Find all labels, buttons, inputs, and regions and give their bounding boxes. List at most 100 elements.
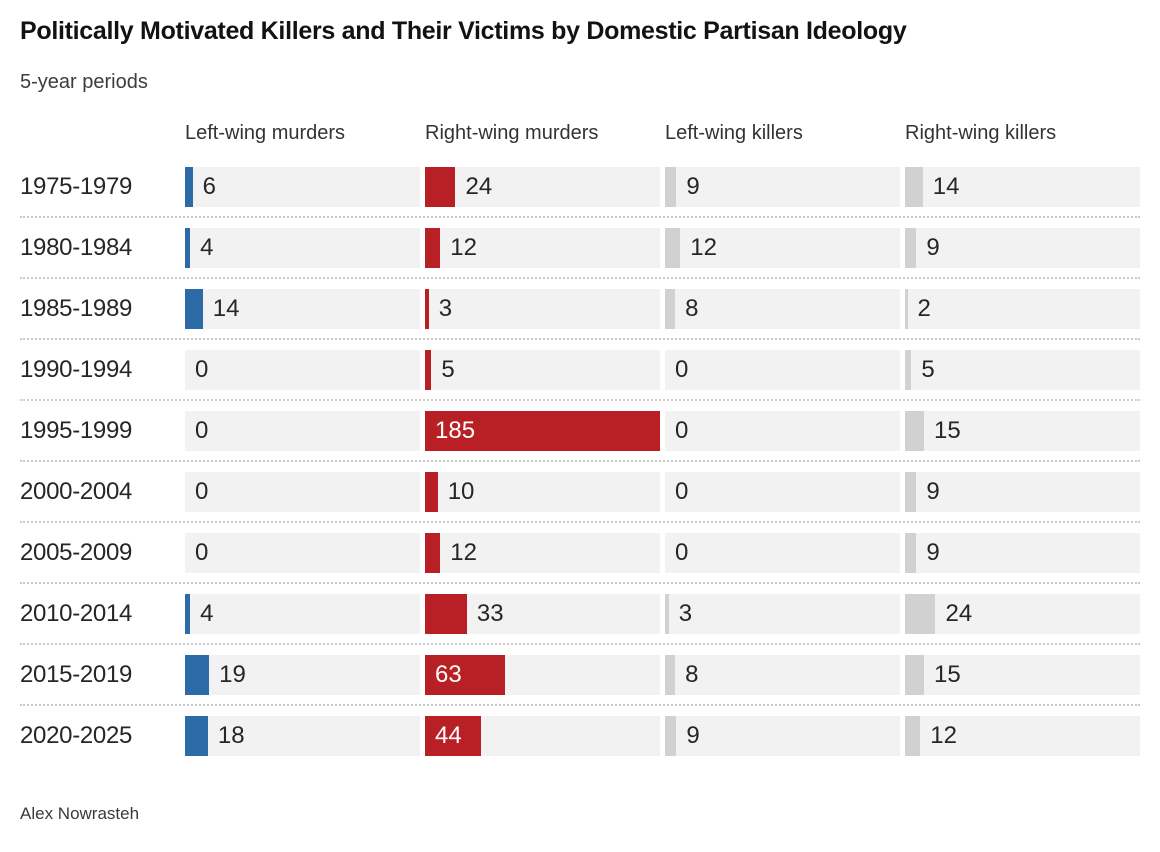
bar-value-label: 12	[450, 234, 477, 261]
bar-track-left-wing-killers: 0	[665, 472, 900, 512]
row-label: 2005-2009	[20, 539, 133, 566]
table-row: 2020-2025 18 44 9 12	[20, 716, 1140, 756]
bar-track-left-wing-killers: 8	[665, 655, 900, 695]
bar-track-left-wing-murders: 0	[185, 350, 420, 390]
bar-left-wing-murders	[185, 655, 210, 695]
row-label: 1995-1999	[20, 417, 133, 444]
bar-track-right-wing-killers: 5	[905, 350, 1140, 390]
bar-track-left-wing-murders: 0	[185, 411, 420, 451]
bar-value-label: 0	[675, 417, 689, 444]
row-separator	[20, 207, 1140, 228]
bar-left-wing-killers	[665, 594, 669, 634]
bar-value-label: 5	[441, 356, 455, 383]
bar-right-wing-murders	[425, 167, 456, 207]
bar-right-wing-killers	[905, 350, 912, 390]
chart-rows: 1975-1979 6 24 9 14 1980-1984 4 12 12 9 1985-1989 1…	[20, 167, 1140, 756]
bar-right-wing-killers	[905, 655, 925, 695]
bar-right-wing-killers	[905, 411, 925, 451]
bar-track-left-wing-killers: 0	[665, 411, 900, 451]
bar-track-right-wing-murders: 12	[425, 533, 660, 573]
table-row: 1985-1989 14 3 8 2	[20, 289, 1140, 329]
bar-right-wing-killers	[905, 289, 908, 329]
chart-subtitle: 5-year periods	[20, 71, 148, 93]
table-row: 2000-2004 0 10 0 9	[20, 472, 1140, 512]
table-row: 2015-2019 19 63 8 15	[20, 655, 1140, 695]
chart-container: Politically Motivated Killers and Their …	[0, 0, 1160, 824]
bar-left-wing-killers	[665, 228, 681, 268]
bar-left-wing-murders	[185, 289, 203, 329]
bar-track-left-wing-murders: 0	[185, 533, 420, 573]
bar-track-left-wing-killers: 8	[665, 289, 900, 329]
bar-value-label: 8	[685, 295, 699, 322]
bar-value-label: 3	[438, 295, 453, 322]
bar-value-label: 10	[447, 478, 475, 505]
bar-right-wing-murders	[425, 533, 441, 573]
col-header-right-wing-murders: Right-wing murders	[425, 122, 599, 144]
bar-value-label: 3	[678, 600, 693, 627]
bar-value-label: 63	[435, 661, 462, 688]
bar-value-label: 0	[195, 417, 209, 444]
row-label: 2015-2019	[20, 661, 133, 688]
bar-track-right-wing-murders: 63	[425, 655, 660, 695]
table-row: 1995-1999 0 185 0 15	[20, 411, 1140, 451]
bar-left-wing-killers	[665, 655, 676, 695]
bar-track-right-wing-murders: 12	[425, 228, 660, 268]
bar-value-label: 0	[195, 539, 209, 566]
col-header-left-wing-murders: Left-wing murders	[185, 122, 346, 144]
row-label: 1975-1979	[20, 173, 133, 200]
bar-right-wing-murders	[425, 411, 660, 451]
bar-track-right-wing-killers: 15	[905, 655, 1140, 695]
bar-track-right-wing-murders: 33	[425, 594, 660, 634]
bar-value-label: 44	[435, 722, 462, 749]
bar-right-wing-killers	[905, 716, 921, 756]
col-header-left-wing-killers: Left-wing killers	[665, 122, 803, 144]
bar-track-right-wing-killers: 14	[905, 167, 1140, 207]
table-row: 2005-2009 0 12 0 9	[20, 533, 1140, 573]
bar-left-wing-murders	[185, 228, 191, 268]
table-row: 2010-2014 4 33 3 24	[20, 594, 1140, 634]
table-row: 1980-1984 4 12 12 9	[20, 228, 1140, 268]
bar-value-label: 24	[465, 173, 493, 200]
bar-value-label: 4	[200, 234, 214, 261]
table-row: 1990-1994 0 5 0 5	[20, 350, 1140, 390]
bar-value-label: 9	[686, 722, 700, 749]
row-separator	[20, 390, 1140, 411]
bar-track-left-wing-murders: 4	[185, 594, 420, 634]
row-separator	[20, 268, 1140, 289]
bar-value-label: 0	[675, 478, 689, 505]
bar-value-label: 2	[917, 295, 931, 322]
bar-value-label: 0	[675, 356, 689, 383]
bar-value-label: 24	[945, 600, 973, 627]
bar-right-wing-killers	[905, 533, 917, 573]
bar-left-wing-murders	[185, 167, 193, 207]
table-row: 1975-1979 6 24 9 14	[20, 167, 1140, 207]
row-label: 2010-2014	[20, 600, 133, 627]
bar-track-right-wing-murders: 44	[425, 716, 660, 756]
bar-track-left-wing-murders: 0	[185, 472, 420, 512]
bar-value-label: 9	[926, 478, 940, 505]
bar-track-right-wing-murders: 5	[425, 350, 660, 390]
bar-right-wing-killers	[905, 594, 936, 634]
row-label: 2020-2025	[20, 722, 133, 749]
bar-track-left-wing-killers: 0	[665, 350, 900, 390]
page-title: Politically Motivated Killers and Their …	[20, 17, 907, 45]
bar-value-label: 4	[200, 600, 214, 627]
bar-value-label: 12	[450, 539, 477, 566]
bar-track-right-wing-murders: 3	[425, 289, 660, 329]
bar-value-label: 12	[690, 234, 717, 261]
row-label: 1980-1984	[20, 234, 133, 261]
bar-track-left-wing-murders: 6	[185, 167, 420, 207]
bar-track-left-wing-murders: 18	[185, 716, 420, 756]
bar-value-label: 9	[686, 173, 700, 200]
bar-left-wing-killers	[665, 716, 677, 756]
bar-right-wing-murders	[425, 594, 467, 634]
row-separator	[20, 634, 1140, 655]
bar-left-wing-killers	[665, 167, 677, 207]
bar-value-label: 0	[675, 539, 689, 566]
bar-right-wing-killers	[905, 167, 923, 207]
bar-value-label: 0	[195, 478, 209, 505]
bar-right-wing-murders	[425, 472, 438, 512]
bar-value-label: 9	[926, 234, 940, 261]
bar-track-right-wing-murders: 10	[425, 472, 660, 512]
bar-value-label: 14	[932, 173, 960, 200]
